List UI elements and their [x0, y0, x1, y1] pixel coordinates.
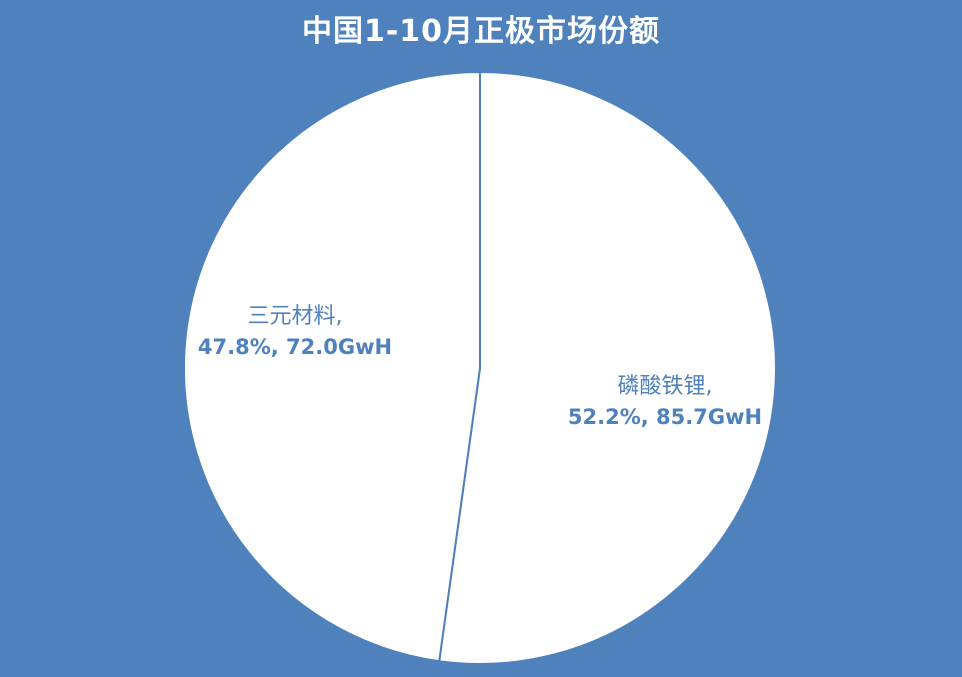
slice-name-label: 磷酸铁锂, [618, 374, 713, 399]
slice-value-label: 47.8%, 72.0GwH [198, 335, 392, 359]
slice-value-label: 52.2%, 85.7GwH [568, 405, 762, 429]
slice-data-label: 磷酸铁锂, 52.2%, 85.7GwH [568, 374, 762, 429]
slice-name-label: 三元材料, [248, 304, 343, 329]
pie-slice-1 [438, 71, 777, 665]
pie-slice-2 [182, 71, 481, 663]
chart-title: 中国1-10月正极市场份额 [301, 14, 661, 49]
slice-data-label: 三元材料, 47.8%, 72.0GwH [198, 304, 392, 359]
